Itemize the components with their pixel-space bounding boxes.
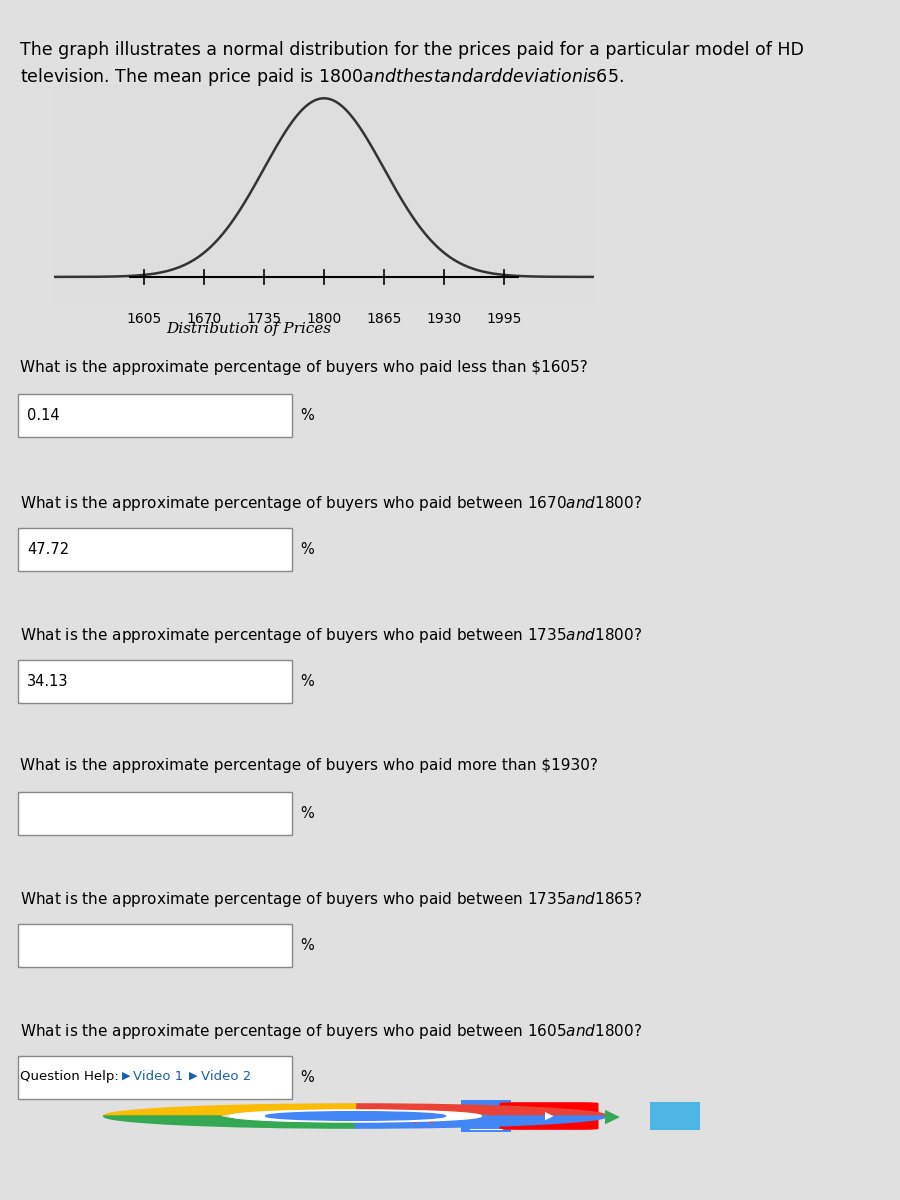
Text: The graph illustrates a normal distribution for the prices paid for a particular: The graph illustrates a normal distribut… [20, 41, 804, 59]
Text: M: M [410, 1104, 436, 1128]
FancyBboxPatch shape [500, 1102, 598, 1130]
Text: What is the approximate percentage of buyers who paid between $1670 and $1800?: What is the approximate percentage of bu… [20, 494, 642, 514]
Text: What is the approximate percentage of buyers who paid between $1735 and $1865?: What is the approximate percentage of bu… [20, 890, 642, 910]
Wedge shape [104, 1104, 356, 1116]
Wedge shape [356, 1116, 608, 1128]
Text: %: % [301, 542, 314, 557]
Text: Question Help:: Question Help: [20, 1070, 122, 1084]
FancyBboxPatch shape [650, 1102, 700, 1130]
Text: %: % [301, 1070, 314, 1085]
FancyBboxPatch shape [461, 1099, 511, 1133]
Text: What is the approximate percentage of buyers who paid between $1735 and $1800?: What is the approximate percentage of bu… [20, 626, 642, 646]
Text: %: % [301, 938, 314, 953]
Text: 47.72: 47.72 [27, 542, 69, 557]
Text: %: % [301, 674, 314, 689]
Text: ▶: ▶ [122, 1070, 130, 1080]
Text: Video 2: Video 2 [201, 1070, 251, 1084]
Text: Distribution of Prices: Distribution of Prices [166, 322, 331, 336]
Text: television. The mean price paid is $1800 and the standard deviation is $65.: television. The mean price paid is $1800… [20, 66, 624, 88]
Text: %: % [301, 806, 314, 821]
Text: ▶: ▶ [189, 1070, 197, 1080]
Wedge shape [356, 1104, 608, 1116]
Text: ▶: ▶ [544, 1111, 554, 1121]
Text: 34.13: 34.13 [27, 674, 68, 689]
Circle shape [266, 1111, 446, 1121]
Text: What is the approximate percentage of buyers who paid less than $1605?: What is the approximate percentage of bu… [20, 360, 588, 374]
Text: %: % [301, 408, 314, 422]
Text: What is the approximate percentage of buyers who paid more than $1930?: What is the approximate percentage of bu… [20, 758, 598, 774]
Text: 0.14: 0.14 [27, 408, 59, 422]
Text: Video 1: Video 1 [133, 1070, 184, 1084]
Wedge shape [104, 1116, 356, 1128]
Text: ▶: ▶ [605, 1106, 619, 1126]
Text: What is the approximate percentage of buyers who paid between $1605 and $1800?: What is the approximate percentage of bu… [20, 1022, 642, 1042]
Circle shape [230, 1110, 482, 1122]
